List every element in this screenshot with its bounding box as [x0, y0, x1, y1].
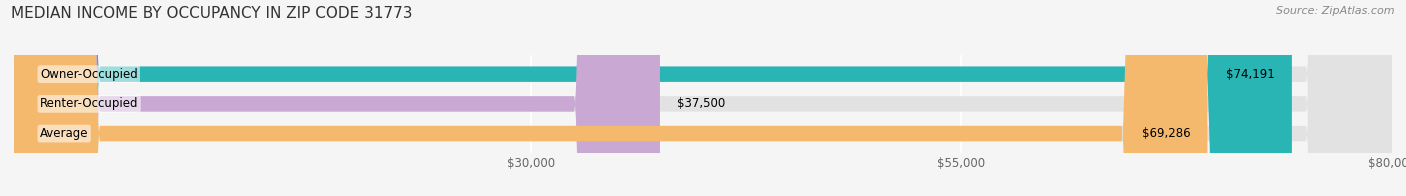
FancyBboxPatch shape [14, 0, 1208, 196]
Text: MEDIAN INCOME BY OCCUPANCY IN ZIP CODE 31773: MEDIAN INCOME BY OCCUPANCY IN ZIP CODE 3… [11, 6, 413, 21]
Text: Average: Average [39, 127, 89, 140]
Text: Source: ZipAtlas.com: Source: ZipAtlas.com [1277, 6, 1395, 16]
FancyBboxPatch shape [14, 0, 1392, 196]
FancyBboxPatch shape [14, 0, 1392, 196]
Text: Renter-Occupied: Renter-Occupied [39, 97, 138, 110]
Text: Owner-Occupied: Owner-Occupied [39, 68, 138, 81]
FancyBboxPatch shape [14, 0, 1392, 196]
Text: $74,191: $74,191 [1226, 68, 1275, 81]
FancyBboxPatch shape [14, 0, 659, 196]
Text: $69,286: $69,286 [1142, 127, 1191, 140]
Text: $37,500: $37,500 [678, 97, 725, 110]
FancyBboxPatch shape [14, 0, 1292, 196]
